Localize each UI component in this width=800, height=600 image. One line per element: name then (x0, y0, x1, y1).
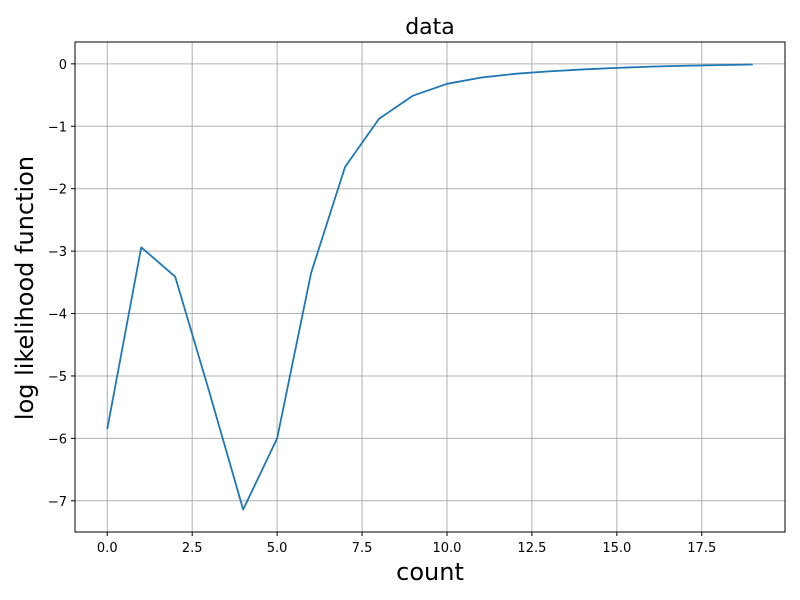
y-tick-label: −1 (48, 120, 67, 135)
series-line (106, 63, 753, 511)
y-tick-label: −3 (48, 245, 67, 260)
y-axis-label: log likelihood function (11, 156, 39, 420)
plot-area (106, 63, 753, 511)
chart-title: data (405, 15, 455, 40)
x-tick-label: 7.5 (352, 541, 373, 556)
x-tick-label: 2.5 (182, 541, 203, 556)
y-tick-label: −6 (48, 432, 67, 447)
x-tick-label: 12.5 (517, 541, 546, 556)
x-tick-label: 15.0 (602, 541, 631, 556)
y-tick-label: 0 (59, 58, 67, 73)
x-axis-label: count (396, 558, 464, 586)
x-tick-label: 10.0 (433, 541, 462, 556)
x-tick-label: 0.0 (97, 541, 118, 556)
axes-frame (74, 41, 786, 533)
y-tick-label: −5 (48, 370, 67, 385)
x-axis-ticks: 0.0 2.5 5.0 7.5 10.0 12.5 15.0 17.5 (97, 532, 716, 556)
y-axis-ticks: 0 −1 −2 −3 −4 −5 −6 −7 (48, 58, 75, 510)
grid-lines (75, 42, 785, 532)
y-tick-label: −4 (48, 308, 67, 323)
x-tick-label: 17.5 (687, 541, 716, 556)
x-tick-label: 5.0 (267, 541, 288, 556)
y-tick-label: −2 (48, 183, 67, 198)
y-tick-label: −7 (48, 495, 67, 510)
